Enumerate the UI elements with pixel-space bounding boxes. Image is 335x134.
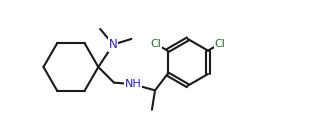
Text: Cl: Cl (214, 39, 225, 49)
Text: NH: NH (125, 79, 142, 89)
Text: Cl: Cl (150, 39, 161, 49)
Text: N: N (109, 38, 118, 51)
